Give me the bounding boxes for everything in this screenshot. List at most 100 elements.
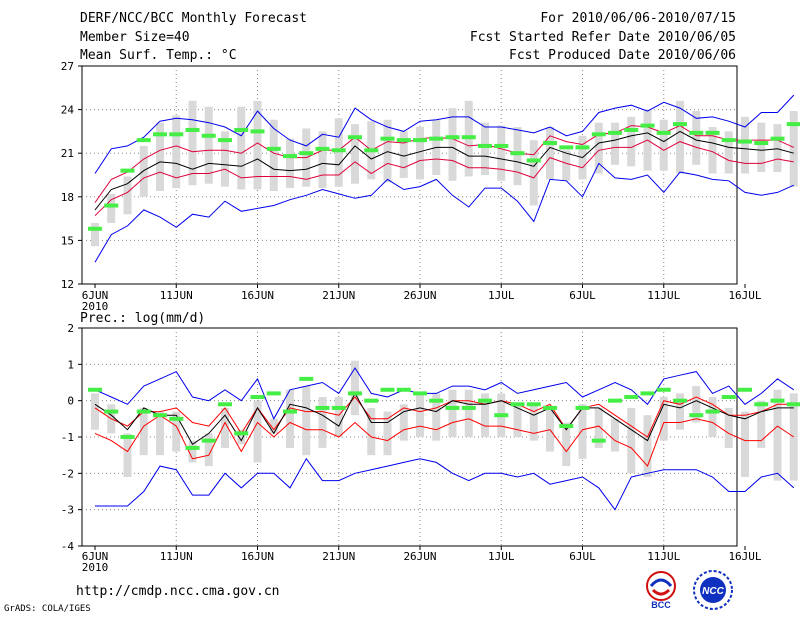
spread-box xyxy=(318,397,327,448)
x-tick-label: 26JUN xyxy=(403,289,436,302)
median-marker xyxy=(770,136,785,141)
spread-box xyxy=(172,115,181,189)
median-marker xyxy=(315,146,330,151)
y-tick-label: 21 xyxy=(61,147,74,160)
median-marker xyxy=(705,409,720,414)
median-marker xyxy=(461,405,476,410)
median-marker xyxy=(331,148,346,153)
y-tick-label: -1 xyxy=(61,431,74,444)
x-tick-label: 21JUN xyxy=(322,550,355,563)
grads-credit: GrADS: COLA/IGES xyxy=(4,604,91,614)
spread-box xyxy=(529,404,538,441)
spread-box xyxy=(123,176,132,215)
x-tick-label: 1JUL xyxy=(488,550,515,563)
spread-box xyxy=(546,127,554,180)
median-marker xyxy=(624,127,639,132)
member-size: Member Size=40 xyxy=(80,30,190,45)
started-refer-date: Fcst Started Refer Date 2010/06/05 xyxy=(469,30,736,45)
x-tick-label: 16JUL xyxy=(728,550,761,563)
median-marker xyxy=(201,133,216,138)
x-tick-label: 16JUN xyxy=(241,289,274,302)
spread-box xyxy=(237,429,246,445)
produced-date: Fcst Produced Date 2010/06/06 xyxy=(509,48,736,63)
spread-box xyxy=(741,116,749,174)
median-marker xyxy=(250,129,265,134)
median-marker xyxy=(283,154,297,159)
median-marker xyxy=(608,130,622,135)
x-tick-label: 6JUL xyxy=(569,289,596,302)
median-marker xyxy=(510,402,525,407)
median-marker xyxy=(445,405,460,410)
median-marker xyxy=(494,413,509,418)
source-url[interactable]: http://cmdp.ncc.cma.gov.cn xyxy=(76,584,280,599)
median-marker xyxy=(640,123,655,128)
spread-box xyxy=(481,122,489,175)
median-marker xyxy=(234,431,249,436)
spread-box xyxy=(773,389,782,481)
y-tick-label: 24 xyxy=(61,104,75,117)
spread-box xyxy=(139,145,148,197)
series-line-max xyxy=(94,367,795,420)
x-tick-label: 11JUN xyxy=(160,550,193,563)
median-marker xyxy=(120,435,135,439)
series-line-max xyxy=(94,94,795,174)
spread-box xyxy=(789,111,798,187)
median-marker xyxy=(136,409,151,414)
median-marker xyxy=(348,391,362,396)
median-marker xyxy=(266,391,281,396)
spread-box xyxy=(757,122,766,173)
y-tick-label: -3 xyxy=(61,504,74,517)
spread-box xyxy=(139,407,148,456)
x-tick-label: 21JUN xyxy=(322,289,355,302)
median-marker xyxy=(786,122,800,127)
spread-box xyxy=(676,393,684,430)
median-marker xyxy=(234,127,249,132)
median-marker xyxy=(348,135,362,140)
spread-box xyxy=(448,389,457,437)
median-marker xyxy=(396,387,411,392)
spread-box xyxy=(351,360,359,416)
variable-label: Mean Surf. Temp.: °C xyxy=(80,48,237,63)
median-marker xyxy=(315,405,330,410)
spread-box xyxy=(611,122,619,165)
spread-box xyxy=(123,433,132,477)
median-marker xyxy=(543,141,557,146)
median-marker xyxy=(429,398,444,403)
spread-box xyxy=(221,131,229,187)
median-marker xyxy=(673,398,687,403)
median-marker xyxy=(770,398,785,403)
x-tick-label: 6JUL xyxy=(569,550,596,563)
spread-box xyxy=(757,400,766,448)
spread-box xyxy=(448,108,457,181)
spread-box xyxy=(676,100,684,174)
spread-box xyxy=(562,150,571,181)
spread-box xyxy=(513,404,522,437)
median-marker xyxy=(136,138,151,143)
spread-box xyxy=(188,100,197,186)
x-tick-label: 6JUN xyxy=(82,289,109,302)
spread-box xyxy=(708,127,717,174)
median-marker xyxy=(640,391,655,396)
y-tick-label: 0 xyxy=(67,395,74,408)
series-line-lower xyxy=(94,139,794,217)
median-marker xyxy=(88,387,102,392)
median-marker xyxy=(396,138,411,143)
ncc-logo-text: NCC xyxy=(702,586,724,597)
spread-box xyxy=(318,131,327,189)
precip-title: Prec.: log(mm/d) xyxy=(80,311,205,326)
y-tick-label: 15 xyxy=(61,234,74,247)
spread-box xyxy=(269,418,278,434)
median-marker xyxy=(478,398,492,403)
median-marker xyxy=(88,226,102,231)
median-marker xyxy=(754,141,769,146)
spread-box xyxy=(416,393,424,437)
spread-box xyxy=(302,386,311,456)
spread-box xyxy=(773,124,782,173)
x-tick-label: 26JUN xyxy=(403,550,436,563)
spread-box xyxy=(399,404,408,441)
median-marker xyxy=(721,138,736,143)
median-marker xyxy=(591,132,606,137)
median-marker xyxy=(153,413,167,418)
spread-box xyxy=(627,116,636,167)
